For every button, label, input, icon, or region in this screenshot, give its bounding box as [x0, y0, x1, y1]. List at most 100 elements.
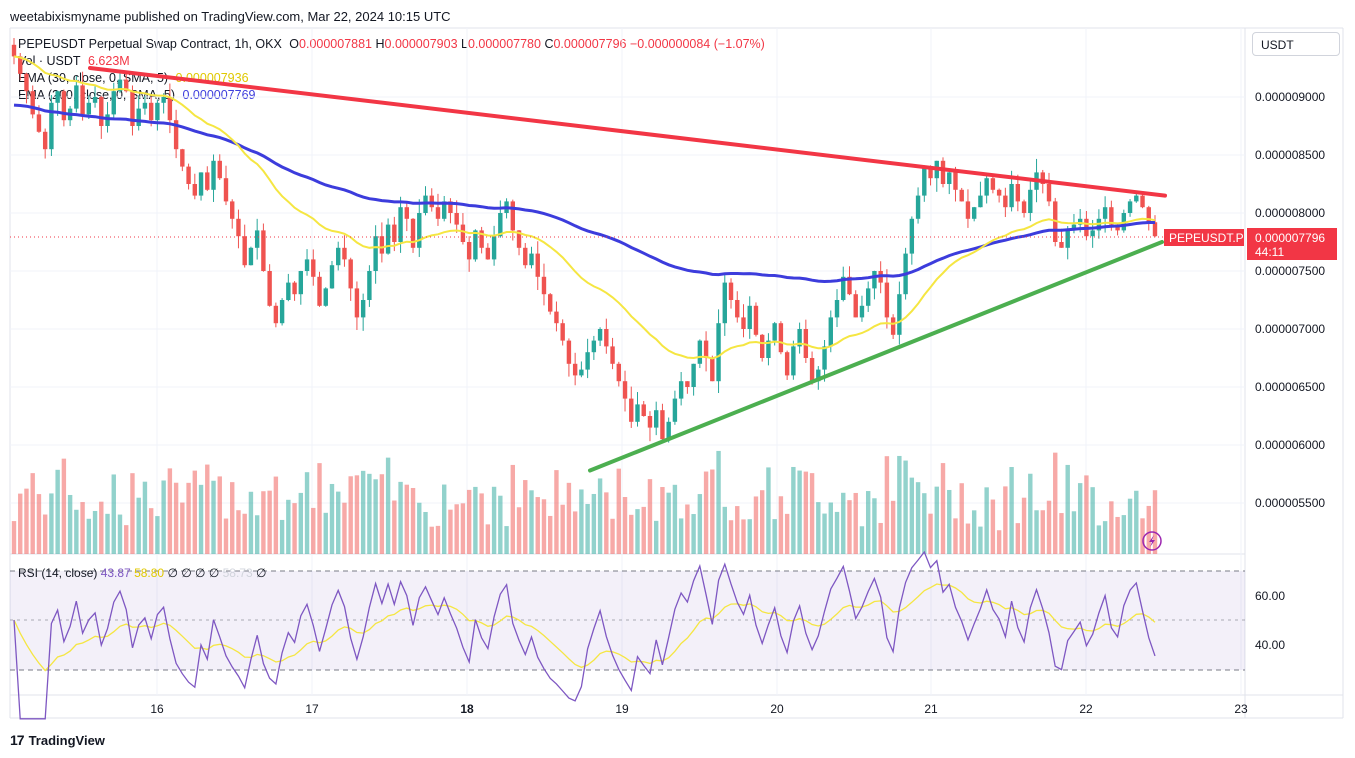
- candle-body: [1077, 218, 1083, 225]
- legend-ema30-row[interactable]: EMA (30, close, 0, SMA, 5) 0.000007936: [18, 70, 765, 87]
- volume-bar: [641, 506, 646, 554]
- candle-body: [897, 294, 902, 335]
- candle-body: [342, 247, 347, 260]
- candle-body: [1040, 172, 1045, 184]
- volume-bar: [722, 506, 727, 554]
- candle-body: [816, 369, 821, 382]
- candle-body: [180, 149, 185, 167]
- publisher-caption: weetabixismyname published on TradingVie…: [10, 9, 451, 24]
- candle-body: [654, 410, 659, 428]
- volume-bar: [1028, 473, 1033, 554]
- candle-body: [809, 358, 815, 382]
- legend-symbol-row[interactable]: PEPEUSDT Perpetual Swap Contract, 1h, OK…: [18, 36, 765, 53]
- candle-body: [286, 282, 291, 300]
- candle-body: [666, 421, 671, 440]
- high-value: 0.000007903: [384, 37, 458, 51]
- volume-bar: [348, 476, 353, 554]
- volume-bar: [1090, 487, 1095, 554]
- symbol-label: PEPEUSDT Perpetual Swap Contract, 1h, OK…: [18, 37, 282, 51]
- candle-body: [323, 288, 328, 306]
- volume-bar: [298, 492, 304, 554]
- footer-brand: TradingView: [28, 732, 105, 748]
- volume-bar: [111, 474, 116, 554]
- volume-bar: [859, 526, 865, 554]
- candle-body: [641, 404, 646, 416]
- volume-bar: [741, 519, 746, 554]
- candle-body: [629, 398, 634, 422]
- candle-body: [454, 213, 459, 225]
- rsi-extra-value-2: 58.73: [222, 566, 253, 580]
- volume-bar: [1009, 467, 1014, 554]
- candle-body: [647, 416, 653, 428]
- candle-body: [716, 323, 721, 382]
- change-value: −0.000000084 (−1.07%): [629, 37, 765, 51]
- lightning-icon[interactable]: [1142, 531, 1162, 551]
- candle-body: [49, 102, 54, 150]
- volume-bar: [1127, 498, 1133, 554]
- candle-body: [242, 236, 247, 266]
- candle-body: [697, 340, 703, 364]
- close-label: C: [544, 37, 554, 51]
- candle-body: [317, 276, 322, 306]
- volume-bar: [566, 482, 572, 554]
- volume-bar: [86, 518, 92, 554]
- volume-bar: [180, 502, 185, 554]
- volume-bar: [236, 510, 241, 554]
- volume-bar: [928, 513, 933, 554]
- candle-body: [766, 340, 771, 358]
- volume-bar: [36, 494, 42, 554]
- ema200-label: EMA (200, close, 0, SMA, 5): [18, 88, 176, 102]
- candle-body: [735, 300, 740, 318]
- candle-body: [928, 166, 933, 179]
- volume-bar: [541, 499, 547, 554]
- volume-bar: [654, 520, 659, 554]
- time-tick-label: 16: [150, 702, 164, 716]
- volume-bar: [797, 470, 802, 554]
- volume-bar: [1059, 513, 1064, 554]
- volume-bar: [1053, 452, 1058, 554]
- legend-ema200-row[interactable]: EMA (200, close, 0, SMA, 5) 0.000007769: [18, 87, 765, 104]
- legend-volume-row[interactable]: Vol · USDT 6.623M: [18, 53, 765, 70]
- volume-bar: [516, 507, 522, 554]
- support-trendline[interactable]: [588, 240, 1164, 473]
- volume-bar: [448, 509, 453, 554]
- rsi-legend[interactable]: RSI (14, close) 43.87 58.80 ∅ ∅ ∅ ∅ 58.7…: [18, 566, 266, 580]
- volume-bar: [292, 503, 297, 554]
- volume-bar: [18, 493, 23, 554]
- candle-body: [42, 131, 48, 150]
- volume-bar: [217, 476, 222, 554]
- tradingview-footer[interactable]: 17 TradingView: [10, 732, 105, 748]
- volume-bar: [1065, 464, 1070, 554]
- candle-body: [148, 102, 154, 121]
- volume-bar: [822, 513, 827, 554]
- volume-bar: [940, 463, 946, 554]
- volume-bar: [67, 494, 73, 554]
- volume-bar: [959, 483, 964, 554]
- currency-selector[interactable]: USDT: [1252, 32, 1340, 56]
- volume-bar: [1115, 516, 1120, 554]
- volume-bar: [130, 473, 135, 554]
- candle-body: [292, 282, 297, 295]
- volume-bar: [1121, 515, 1127, 554]
- candle-body: [1071, 224, 1077, 231]
- volume-bar: [554, 470, 559, 554]
- candle-body: [205, 172, 210, 190]
- candle-body: [523, 247, 528, 266]
- volume-bar: [279, 519, 285, 554]
- candle-body: [223, 178, 229, 202]
- candle-body: [759, 334, 765, 358]
- volume-bar: [254, 515, 260, 554]
- grid-lines: [10, 28, 1245, 695]
- volume-bar: [1084, 475, 1089, 554]
- volume-bar: [49, 493, 54, 554]
- volume-bar: [367, 473, 372, 554]
- lightning-glyph: [1149, 535, 1155, 547]
- price-tick-label: 0.000007000: [1255, 322, 1325, 336]
- volume-bar: [591, 493, 597, 554]
- volume-bar: [230, 482, 235, 554]
- rsi-value: 43.87: [100, 566, 131, 580]
- volume-bar: [80, 502, 85, 554]
- volume-bar: [473, 486, 478, 554]
- candle-body: [535, 253, 540, 277]
